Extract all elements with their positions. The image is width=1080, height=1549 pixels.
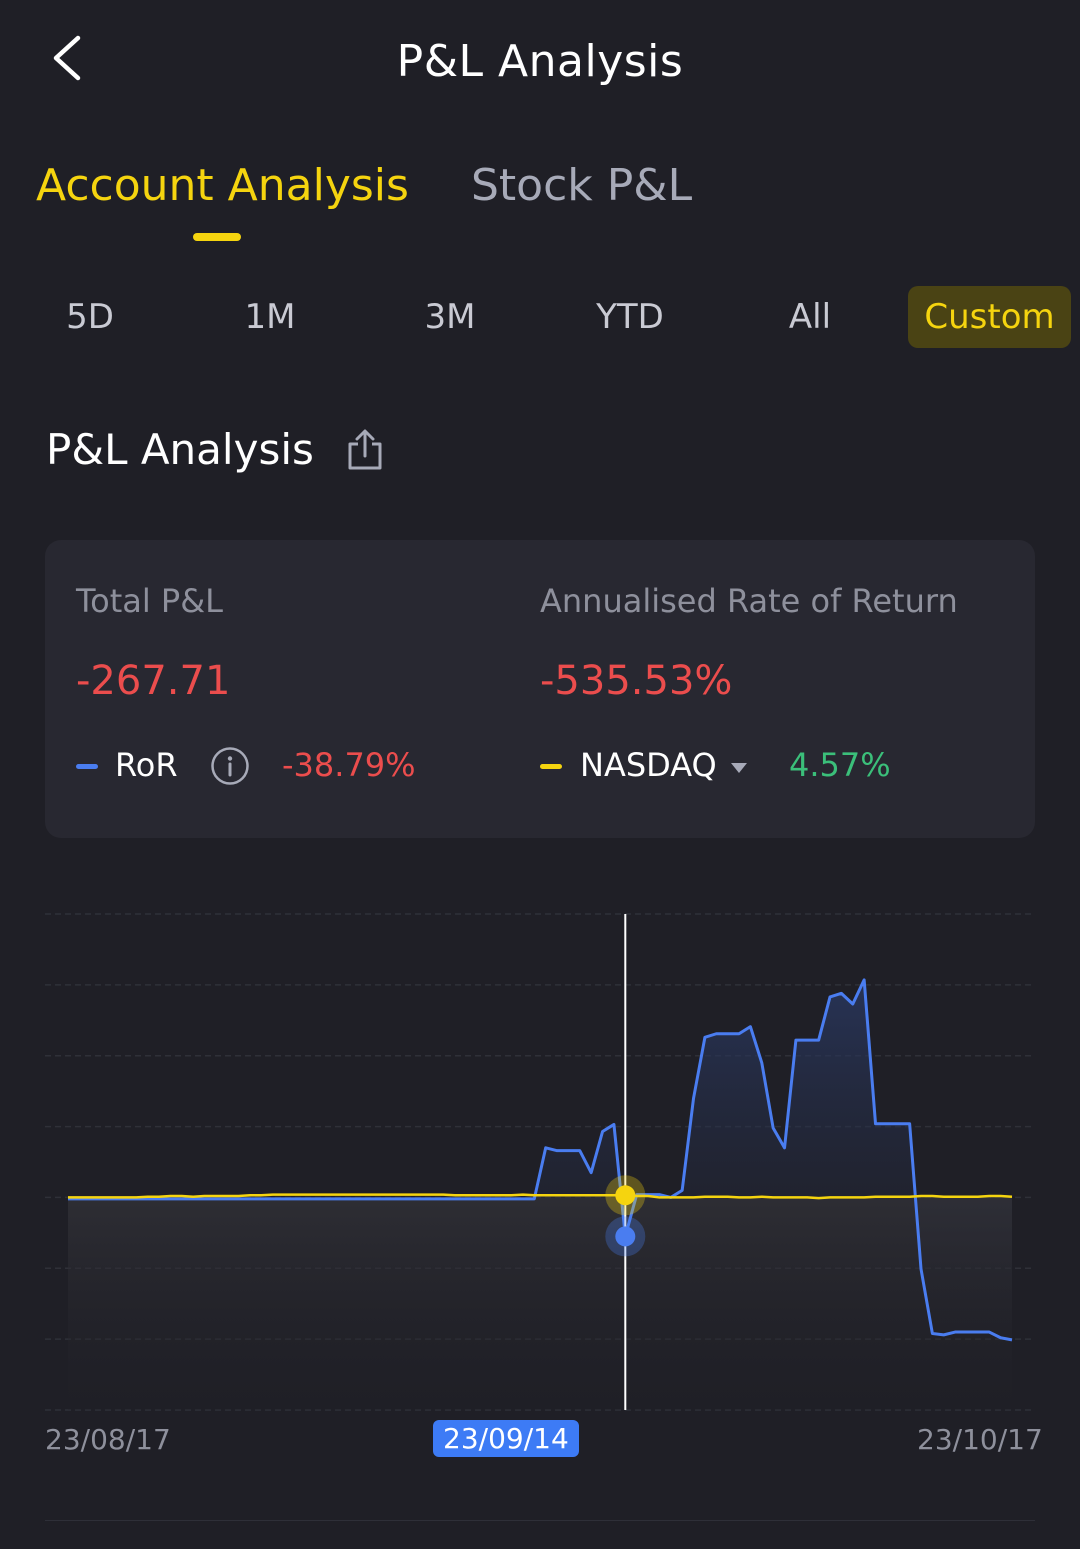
- below-zero-area: [68, 1197, 1012, 1410]
- range-ytd-button[interactable]: YTD: [596, 297, 664, 337]
- range-all-button[interactable]: All: [788, 297, 832, 337]
- share-icon: [348, 429, 382, 470]
- ror-value: -38.79%: [282, 746, 416, 784]
- active-tab-indicator: [193, 233, 241, 241]
- range-selector: 5D 1M 3M YTD All Custom: [0, 286, 1080, 348]
- annualised-return-value: -535.53%: [540, 658, 733, 704]
- header-bar: P&L Analysis: [0, 0, 1080, 130]
- total-pl-label: Total P&L: [76, 582, 223, 620]
- total-pl-value: -267.71: [76, 658, 231, 704]
- range-3m-button[interactable]: 3M: [424, 297, 476, 337]
- ror-area: [68, 979, 1012, 1340]
- ror-series-line: [68, 978, 1013, 1342]
- summary-card: Total P&L -267.71 Annualised Rate of Ret…: [45, 540, 1035, 838]
- annualised-return-label: Annualised Rate of Return: [540, 582, 958, 620]
- benchmark-selector-label[interactable]: NASDAQ: [580, 746, 717, 784]
- range-custom-button[interactable]: Custom: [908, 286, 1071, 348]
- ror-legend-marker: [76, 764, 98, 769]
- bottom-divider: [45, 1520, 1035, 1521]
- share-button[interactable]: [344, 428, 386, 472]
- nasdaq-legend-marker: [540, 764, 562, 769]
- x-axis-end-label: 23/10/17: [917, 1423, 1043, 1456]
- nasdaq-value: 4.57%: [789, 746, 891, 784]
- x-axis-start-label: 23/08/17: [45, 1423, 171, 1456]
- section-title: P&L Analysis: [46, 425, 314, 474]
- benchmark-dropdown-button[interactable]: [729, 760, 749, 774]
- info-button[interactable]: [210, 746, 250, 786]
- pl-chart-canvas[interactable]: [0, 900, 1080, 1420]
- range-5d-button[interactable]: 5D: [66, 297, 114, 337]
- nasdaq-series-line: [68, 1193, 1013, 1200]
- page-title: P&L Analysis: [396, 36, 684, 87]
- x-axis-selected-label: 23/09/14: [433, 1420, 579, 1457]
- nasdaq-marker-dot: [615, 1185, 636, 1206]
- tab-stock-pl[interactable]: Stock P&L: [471, 160, 693, 211]
- chevron-left-icon: [53, 35, 81, 81]
- main-tabs: Account Analysis Stock P&L: [0, 160, 1080, 250]
- pl-chart[interactable]: 23/08/17 23/09/14 23/10/17: [0, 900, 1080, 1480]
- back-button[interactable]: [36, 28, 96, 88]
- range-1m-button[interactable]: 1M: [244, 297, 296, 337]
- ror-legend-label: RoR: [115, 746, 178, 784]
- tab-account-analysis[interactable]: Account Analysis: [36, 160, 409, 211]
- info-icon: [211, 747, 249, 785]
- caret-down-icon: [731, 763, 747, 773]
- ror-marker-dot: [615, 1226, 636, 1247]
